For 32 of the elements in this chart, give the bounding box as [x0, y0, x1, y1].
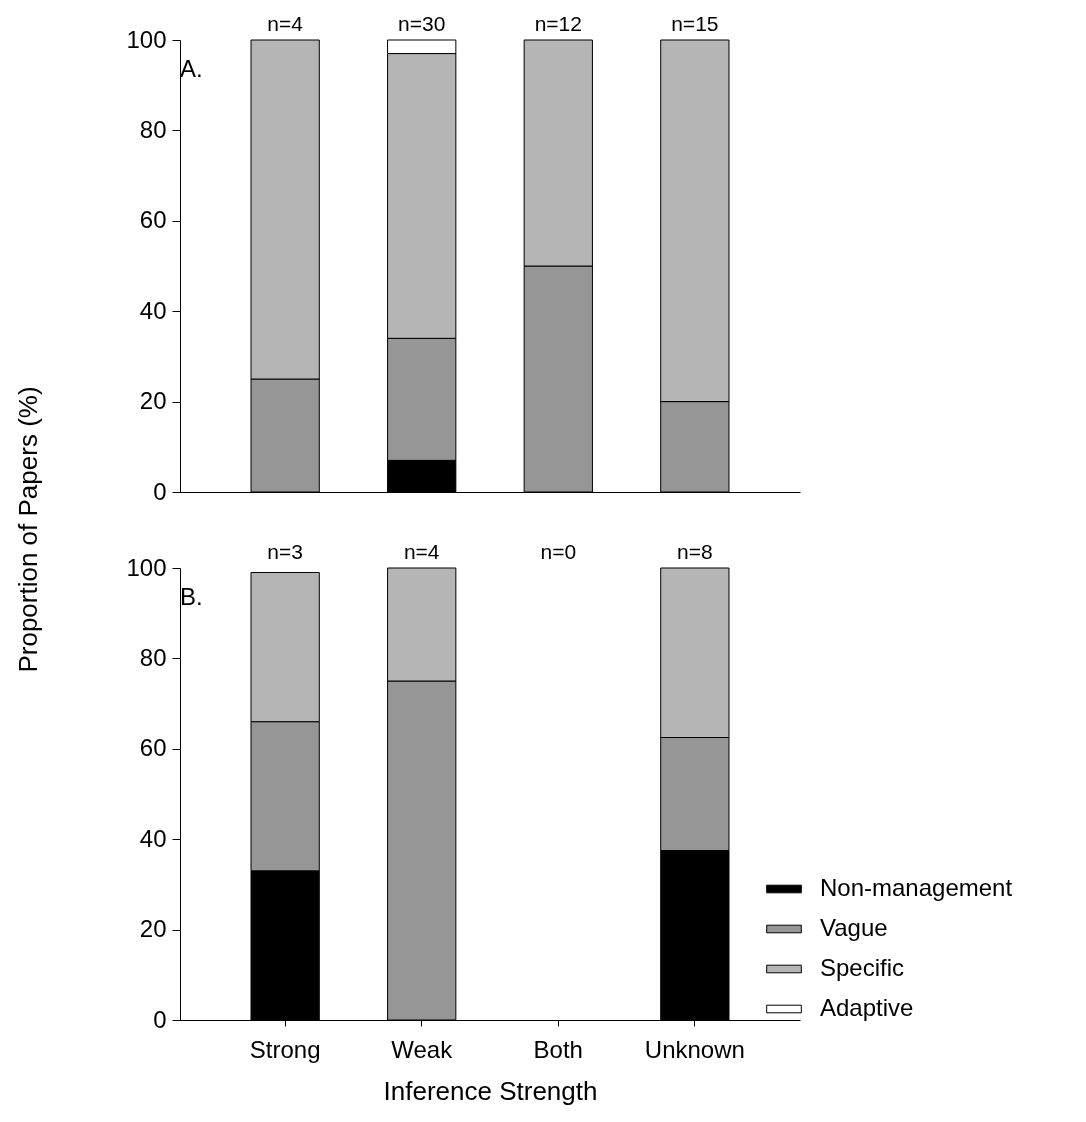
annotation: n=30	[398, 12, 446, 35]
x-tick-label: Unknown	[644, 1035, 745, 1063]
annotation: n=12	[534, 12, 582, 35]
legend-label: Adaptive	[820, 994, 914, 1021]
annotation: n=3	[267, 540, 303, 563]
x-tick-label: Weak	[391, 1035, 454, 1063]
x-tick-label: Strong	[249, 1035, 321, 1063]
x-axis-title: Inference Strength	[383, 1075, 598, 1106]
y-tick-label: 80	[139, 115, 167, 143]
annotation: n=8	[677, 540, 713, 563]
y-tick-label: 80	[139, 643, 167, 671]
y-tick-label: 100	[126, 553, 167, 581]
annotation: B.	[180, 583, 203, 610]
y-tick-label: 60	[139, 734, 167, 762]
y-tick-label: 60	[139, 206, 167, 234]
y-tick-label: 100	[126, 25, 167, 53]
y-axis-title: Proportion of Papers (%)	[12, 386, 43, 673]
legend-label: Non-management	[820, 874, 1013, 901]
annotation: n=4	[403, 540, 440, 563]
annotation: n=4	[267, 12, 304, 35]
legend-label: Vague	[820, 914, 888, 941]
y-tick-label: 0	[153, 1005, 167, 1033]
annotation: A.	[180, 55, 203, 82]
x-tick-label: Both	[533, 1035, 583, 1063]
y-tick-label: 20	[139, 387, 167, 415]
legend-label: Specific	[820, 954, 905, 981]
text: n=0	[540, 540, 577, 563]
y-tick-label: 0	[153, 477, 167, 505]
y-tick-label: 20	[139, 915, 167, 943]
y-tick-label: 40	[139, 296, 167, 324]
y-tick-label: 40	[139, 824, 167, 852]
annotation: n=15	[671, 12, 719, 35]
